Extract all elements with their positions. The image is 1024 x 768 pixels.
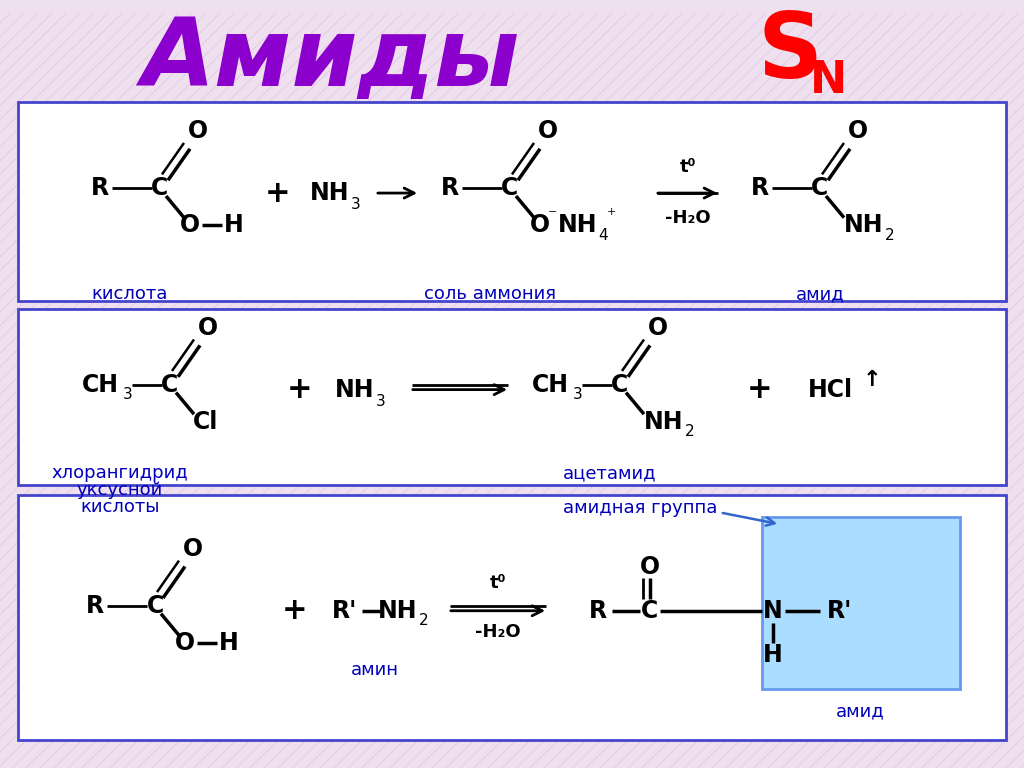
- Text: H: H: [763, 643, 783, 667]
- Text: CH: CH: [531, 372, 568, 397]
- Text: 2: 2: [419, 613, 429, 628]
- Text: 2: 2: [685, 425, 695, 439]
- FancyBboxPatch shape: [762, 518, 961, 690]
- Text: +: +: [265, 178, 291, 207]
- Text: NH: NH: [644, 410, 684, 434]
- Text: H: H: [219, 631, 239, 655]
- Text: O: O: [848, 119, 868, 143]
- Text: R': R': [827, 599, 853, 623]
- Text: R: R: [589, 599, 607, 623]
- Text: соль аммония: соль аммония: [424, 285, 556, 303]
- Text: t⁰: t⁰: [489, 574, 506, 592]
- Text: амидная группа: амидная группа: [563, 498, 717, 517]
- Text: ↑: ↑: [862, 369, 882, 390]
- Text: N: N: [809, 58, 847, 101]
- Text: NH: NH: [378, 599, 418, 623]
- Text: t⁰: t⁰: [680, 157, 696, 176]
- Text: O: O: [648, 316, 668, 339]
- Text: кислота: кислота: [92, 285, 168, 303]
- Text: ⁻: ⁻: [548, 207, 558, 225]
- Text: NH: NH: [335, 378, 375, 402]
- Text: NH: NH: [558, 214, 598, 237]
- Text: амин: амин: [351, 660, 399, 679]
- FancyBboxPatch shape: [18, 309, 1006, 485]
- Text: C: C: [162, 372, 178, 397]
- Text: R: R: [91, 176, 110, 200]
- Text: +: +: [283, 596, 308, 625]
- Text: C: C: [152, 176, 169, 200]
- Text: R: R: [751, 176, 769, 200]
- Text: 3: 3: [123, 387, 133, 402]
- Text: HCl: HCl: [808, 378, 853, 402]
- Text: амид: амид: [796, 285, 845, 303]
- Text: кислоты: кислоты: [80, 498, 160, 515]
- Text: O: O: [530, 214, 550, 237]
- Text: C: C: [611, 372, 629, 397]
- Text: C: C: [811, 176, 828, 200]
- Text: O: O: [180, 214, 200, 237]
- Text: -H₂O: -H₂O: [475, 624, 521, 641]
- Text: O: O: [188, 119, 208, 143]
- Text: C: C: [146, 594, 164, 617]
- Text: N: N: [763, 599, 783, 623]
- Text: C: C: [641, 599, 658, 623]
- Text: S: S: [758, 8, 822, 97]
- Text: 2: 2: [885, 228, 895, 243]
- Text: NH: NH: [310, 181, 350, 205]
- Text: CH: CH: [82, 372, 119, 397]
- Text: 3: 3: [351, 197, 360, 212]
- FancyBboxPatch shape: [18, 101, 1006, 301]
- Text: амид: амид: [836, 702, 885, 720]
- Text: O: O: [175, 631, 195, 655]
- Text: хлорангидрид: хлорангидрид: [51, 464, 188, 482]
- Text: 3: 3: [573, 387, 583, 402]
- Text: R: R: [86, 594, 104, 617]
- Text: ацетамид: ацетамид: [563, 464, 656, 482]
- Text: R': R': [333, 599, 357, 623]
- FancyBboxPatch shape: [18, 495, 1006, 740]
- Text: Амиды: Амиды: [140, 15, 519, 107]
- Text: 4: 4: [598, 228, 608, 243]
- Text: R: R: [441, 176, 459, 200]
- Text: +: +: [287, 375, 312, 404]
- Text: O: O: [183, 537, 203, 561]
- Text: H: H: [224, 214, 244, 237]
- Text: O: O: [198, 316, 218, 339]
- Text: ⁺: ⁺: [607, 207, 616, 225]
- Text: O: O: [538, 119, 558, 143]
- Text: C: C: [502, 176, 518, 200]
- Text: Cl: Cl: [194, 410, 219, 434]
- Text: O: O: [640, 554, 660, 578]
- Text: 3: 3: [376, 394, 386, 409]
- Text: -H₂O: -H₂O: [666, 209, 711, 227]
- Text: NH: NH: [844, 214, 884, 237]
- Text: уксусной: уксусной: [77, 481, 163, 499]
- Text: +: +: [748, 375, 773, 404]
